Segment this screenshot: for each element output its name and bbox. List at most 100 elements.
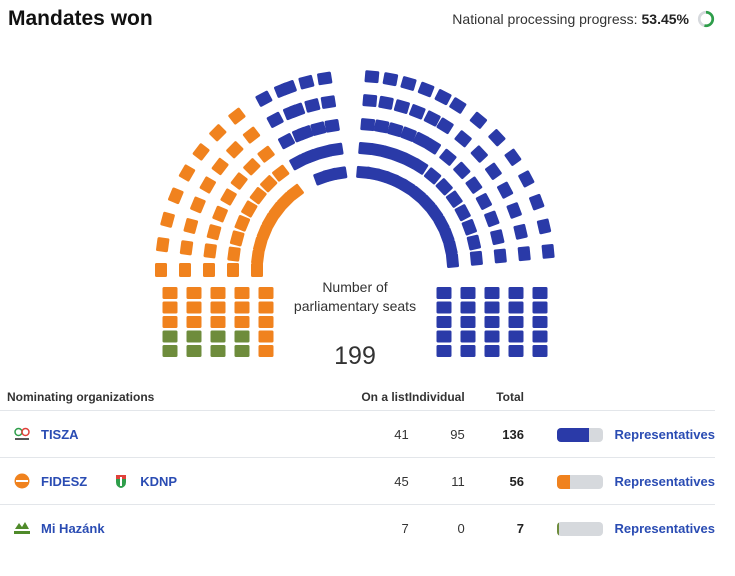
- seat-tisza: [436, 316, 452, 328]
- seat-tisza: [369, 143, 385, 157]
- seat-fidesz: [179, 240, 194, 256]
- table-row-fidesz-kdnp: FIDESZ KDNP 45 11 56 Representatives: [0, 457, 715, 505]
- seat-mi-hazank: [162, 330, 178, 343]
- table-row-tisza: TISZA 41 95 136 Representatives: [0, 410, 715, 458]
- seat-tisza: [453, 161, 471, 179]
- seat-tisza: [393, 99, 410, 114]
- seat-tisza: [445, 190, 463, 208]
- seat-fidesz: [234, 301, 250, 314]
- seat-tisza: [488, 129, 506, 147]
- progress-value: 53.45%: [641, 11, 689, 27]
- seat-tisza: [364, 70, 380, 84]
- seat-fidesz: [162, 287, 178, 299]
- seat-fidesz: [226, 141, 244, 159]
- seat-tisza: [508, 287, 524, 299]
- seat-tisza: [400, 126, 417, 142]
- seat-tisza: [460, 330, 476, 343]
- seat-tisza: [484, 316, 500, 328]
- seat-fidesz: [168, 187, 184, 205]
- header-total: Total: [496, 390, 524, 404]
- seat-tisza: [484, 287, 500, 299]
- seat-tisza: [423, 137, 441, 155]
- kdnp-logo-icon: [111, 473, 131, 489]
- seat-mi-hazank: [186, 330, 202, 343]
- seat-tisza: [465, 176, 483, 194]
- seat-tisza: [417, 81, 435, 98]
- seat-tisza: [316, 144, 333, 160]
- seat-tisza: [493, 248, 507, 264]
- seat-tisza: [490, 229, 505, 246]
- seat-tisza: [332, 166, 348, 181]
- party-link-kdnp[interactable]: KDNP: [140, 473, 178, 489]
- seat-fidesz: [209, 124, 227, 142]
- table-row-mi-hazank: Mi Hazánk 7 0 7 Representatives: [0, 504, 715, 551]
- tisza-representatives-link[interactable]: Representatives: [603, 410, 715, 458]
- seat-tisza: [541, 243, 555, 259]
- seat-tisza: [362, 94, 378, 108]
- seat-tisza: [517, 246, 531, 262]
- seat-tisza: [466, 234, 482, 251]
- mi-hazank-representatives-link[interactable]: Representatives: [603, 504, 715, 551]
- seat-tisza: [301, 149, 318, 165]
- seat-fidesz: [234, 316, 250, 328]
- seat-tisza: [378, 95, 394, 110]
- seat-tisza: [423, 110, 441, 127]
- seat-mi-hazank: [234, 345, 250, 357]
- seat-fidesz: [251, 249, 265, 265]
- seat-tisza: [436, 345, 452, 357]
- seat-tisza: [274, 82, 291, 98]
- seat-fidesz: [241, 200, 258, 218]
- seat-tisza: [484, 345, 500, 357]
- seats-center-label: Number of parliamentary seats: [293, 279, 417, 314]
- seat-fidesz: [186, 316, 202, 328]
- seat-tisza: [434, 89, 452, 106]
- seat-tisza: [435, 178, 453, 196]
- seat-tisza: [283, 104, 300, 121]
- seat-tisza: [532, 330, 548, 343]
- seat-tisza: [445, 253, 460, 269]
- fidesz-representatives-link[interactable]: Representatives: [603, 457, 715, 505]
- seat-fidesz: [227, 263, 239, 277]
- seat-fidesz: [227, 246, 241, 262]
- seat-fidesz: [206, 224, 222, 241]
- seat-mi-hazank: [210, 345, 226, 357]
- parties-table: Nominating organizations On a list Indiv…: [0, 384, 715, 551]
- seat-fidesz: [156, 237, 170, 253]
- seat-fidesz: [234, 214, 251, 232]
- seat-fidesz: [199, 176, 216, 194]
- party-link-tisza[interactable]: TISZA: [41, 426, 79, 442]
- seat-tisza: [484, 301, 500, 314]
- progress-label: National processing progress:: [452, 11, 638, 27]
- seat-tisza: [513, 223, 528, 240]
- seat-tisza: [470, 145, 488, 163]
- header-org: Nominating organizations: [7, 390, 155, 404]
- processing-progress: National processing progress: 53.45%: [452, 10, 715, 28]
- tisza-share-bar: [557, 427, 604, 442]
- seat-fidesz: [162, 316, 178, 328]
- seat-tisza: [529, 193, 545, 211]
- seat-tisza: [484, 210, 500, 228]
- seat-tisza: [298, 74, 315, 90]
- seat-tisza: [460, 345, 476, 357]
- seat-tisza: [360, 118, 376, 132]
- seat-fidesz: [286, 183, 304, 201]
- tisza-on-list: 41: [341, 410, 409, 458]
- seat-tisza: [504, 148, 522, 166]
- party-link-mi-hazank[interactable]: Mi Hazánk: [41, 520, 105, 536]
- seat-tisza: [508, 345, 524, 357]
- seat-tisza: [278, 133, 295, 150]
- seat-fidesz: [178, 164, 196, 182]
- mi-hazank-total: 7: [464, 504, 524, 551]
- party-link-fidesz[interactable]: FIDESZ: [41, 473, 88, 489]
- seat-tisza: [324, 118, 340, 133]
- seat-fidesz: [179, 263, 191, 277]
- seat-tisza: [436, 330, 452, 343]
- seat-tisza: [454, 130, 472, 148]
- seat-tisza: [469, 250, 483, 266]
- mi-hazank-share-bar: [557, 521, 604, 536]
- seat-tisza: [508, 330, 524, 343]
- fidesz-share-bar: [557, 474, 604, 489]
- seat-fidesz: [261, 212, 279, 230]
- seat-fidesz: [210, 287, 226, 299]
- seat-tisza: [358, 142, 373, 155]
